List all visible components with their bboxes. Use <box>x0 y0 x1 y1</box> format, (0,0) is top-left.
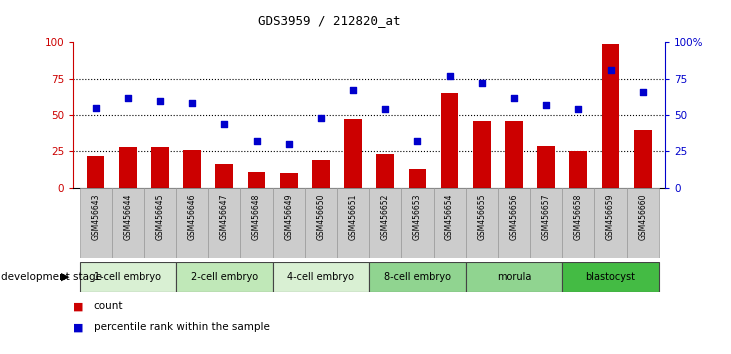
Text: GSM456644: GSM456644 <box>124 193 132 240</box>
Text: GSM456649: GSM456649 <box>284 193 293 240</box>
Point <box>637 89 648 95</box>
Text: GSM456647: GSM456647 <box>220 193 229 240</box>
Bar <box>569 152 587 188</box>
Bar <box>602 44 619 188</box>
Bar <box>80 262 176 292</box>
Text: percentile rank within the sample: percentile rank within the sample <box>94 322 270 332</box>
Bar <box>337 188 369 258</box>
Point <box>572 107 584 112</box>
Bar <box>305 188 337 258</box>
Bar <box>208 188 240 258</box>
Text: morula: morula <box>497 272 531 282</box>
Bar <box>433 188 466 258</box>
Text: GSM456653: GSM456653 <box>413 193 422 240</box>
Bar <box>441 93 458 188</box>
Text: ■: ■ <box>73 322 83 332</box>
Bar <box>594 188 626 258</box>
Bar <box>369 262 466 292</box>
Point <box>444 73 455 79</box>
Bar <box>401 188 433 258</box>
Bar <box>626 188 659 258</box>
Text: GSM456650: GSM456650 <box>317 193 325 240</box>
Bar <box>498 188 530 258</box>
Bar <box>505 121 523 188</box>
Point <box>219 121 230 127</box>
Text: 4-cell embryo: 4-cell embryo <box>287 272 355 282</box>
Text: GSM456656: GSM456656 <box>510 193 518 240</box>
Bar <box>183 150 201 188</box>
Text: development stage: development stage <box>1 272 102 282</box>
Text: GSM456657: GSM456657 <box>542 193 550 240</box>
Bar <box>216 164 233 188</box>
Text: GSM456651: GSM456651 <box>349 193 357 240</box>
Text: GSM456654: GSM456654 <box>445 193 454 240</box>
Text: GSM456659: GSM456659 <box>606 193 615 240</box>
Bar <box>248 172 265 188</box>
Bar <box>473 121 491 188</box>
Bar <box>176 188 208 258</box>
Point <box>379 107 391 112</box>
Point <box>412 138 423 144</box>
Point <box>605 67 616 73</box>
Text: count: count <box>94 301 123 311</box>
Bar <box>312 160 330 188</box>
Text: 1-cell embryo: 1-cell embryo <box>94 272 162 282</box>
Bar <box>273 188 305 258</box>
Text: 8-cell embryo: 8-cell embryo <box>384 272 451 282</box>
Bar <box>344 119 362 188</box>
Bar <box>112 188 144 258</box>
Bar <box>634 130 651 188</box>
Bar <box>273 262 369 292</box>
Text: GSM456648: GSM456648 <box>252 193 261 240</box>
Bar <box>119 147 137 188</box>
Bar <box>466 188 498 258</box>
Bar <box>409 169 426 188</box>
Bar <box>376 154 394 188</box>
Text: GSM456660: GSM456660 <box>638 193 647 240</box>
Point <box>251 138 262 144</box>
Text: ▶: ▶ <box>61 272 69 282</box>
Bar <box>562 188 594 258</box>
Point <box>90 105 102 110</box>
Text: GSM456652: GSM456652 <box>381 193 390 240</box>
Bar <box>537 145 555 188</box>
Point <box>476 80 488 86</box>
Bar <box>369 188 401 258</box>
Point <box>186 101 198 106</box>
Text: ■: ■ <box>73 301 83 311</box>
Bar <box>144 188 176 258</box>
Text: GSM456658: GSM456658 <box>574 193 583 240</box>
Point <box>315 115 327 121</box>
Point <box>154 98 166 103</box>
Bar <box>530 188 562 258</box>
Bar <box>176 262 273 292</box>
Bar <box>466 262 562 292</box>
Point <box>283 141 295 147</box>
Bar <box>151 147 169 188</box>
Text: GSM456643: GSM456643 <box>91 193 100 240</box>
Point <box>122 95 134 101</box>
Text: GDS3959 / 212820_at: GDS3959 / 212820_at <box>258 14 400 27</box>
Bar <box>280 173 298 188</box>
Text: GSM456646: GSM456646 <box>188 193 197 240</box>
Bar <box>562 262 659 292</box>
Text: GSM456655: GSM456655 <box>477 193 486 240</box>
Text: 2-cell embryo: 2-cell embryo <box>191 272 258 282</box>
Point <box>508 95 520 101</box>
Point <box>540 102 552 108</box>
Bar <box>80 188 112 258</box>
Text: GSM456645: GSM456645 <box>156 193 164 240</box>
Bar <box>87 156 105 188</box>
Text: blastocyst: blastocyst <box>586 272 635 282</box>
Point <box>347 87 359 93</box>
Bar <box>240 188 273 258</box>
